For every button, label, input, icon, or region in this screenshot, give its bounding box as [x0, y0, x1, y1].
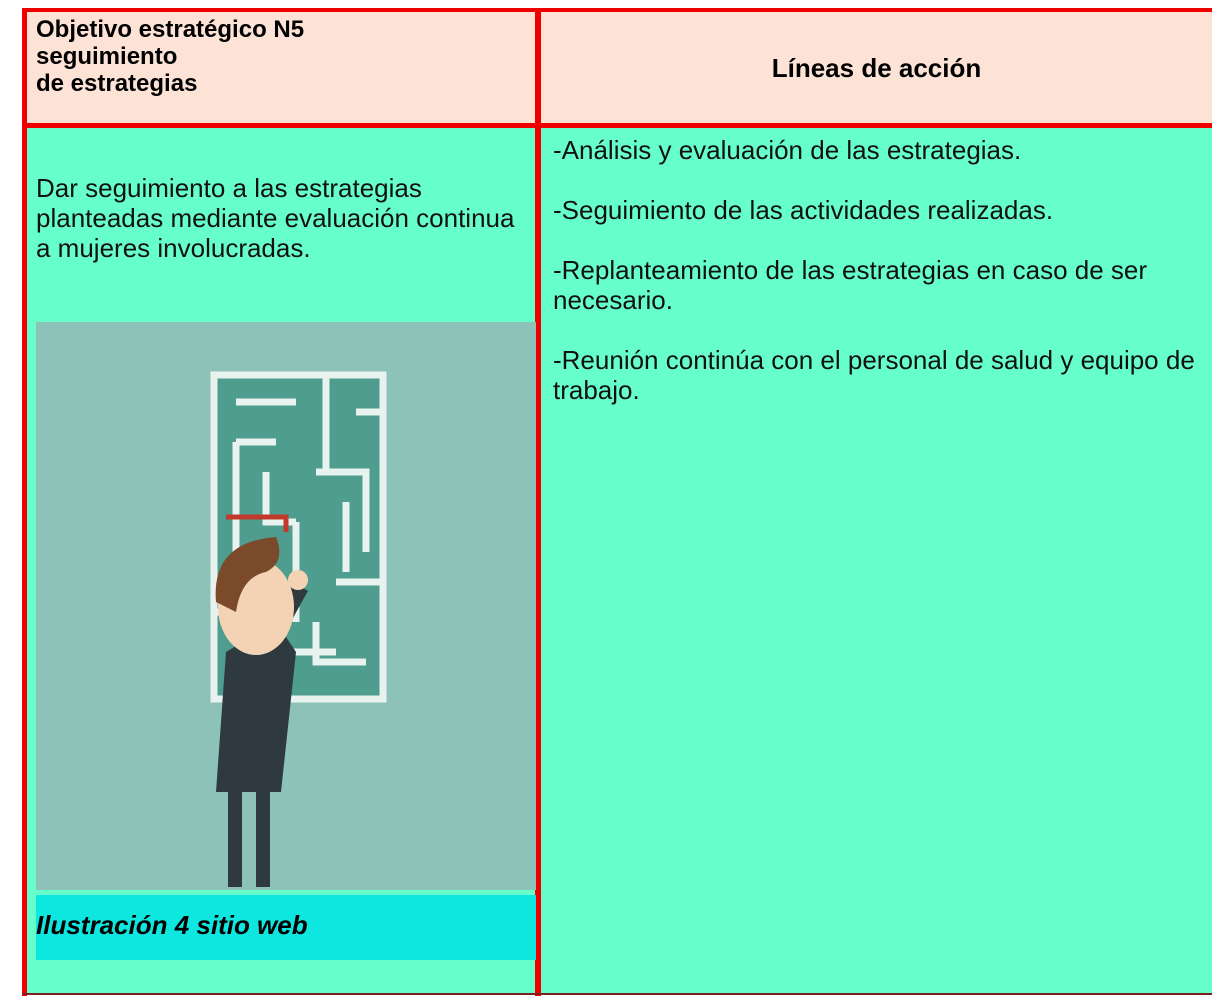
border [22, 8, 1212, 12]
action-item: -Seguimiento de las actividades realizad… [553, 195, 1054, 225]
border [22, 993, 1212, 995]
action-item: -Reunión continúa con el personal de sal… [553, 345, 1195, 405]
header-row [22, 8, 1212, 128]
illustration [36, 322, 536, 890]
header-line: de estrategias [36, 70, 198, 97]
header-line: Objetivo estratégico N5 [36, 16, 305, 43]
border [22, 8, 27, 996]
border [535, 8, 541, 996]
action-item: -Análisis y evaluación de las estrategia… [553, 135, 1022, 165]
caption: Ilustración 4 sitio web [36, 910, 308, 940]
header-actions: Líneas de acción [771, 53, 982, 83]
actions-list: -Análisis y evaluación de las estrategia… [553, 135, 1205, 435]
objective-text: Dar seguimiento a las estrategias plante… [36, 173, 515, 263]
action-item: -Replanteamiento de las estrategias en c… [553, 255, 1148, 315]
header-line: seguimiento [36, 43, 178, 70]
border [22, 123, 1212, 128]
caption-bar: Ilustración 4 sitio web [36, 895, 536, 960]
header-objective: Objetivo estratégico N5 seguimiento de e… [36, 16, 516, 97]
